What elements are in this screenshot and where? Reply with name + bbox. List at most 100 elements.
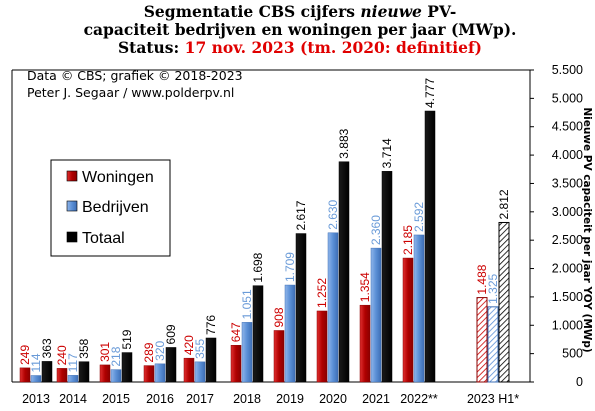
y-tick-label: 500: [562, 347, 583, 361]
data-label-bedrijven: 2.592: [412, 202, 426, 232]
bar-totaal: [78, 361, 90, 383]
bar-bedrijven: [110, 369, 122, 383]
legend-swatch-woningen: [66, 170, 78, 182]
data-label-totaal: 1.698: [251, 252, 265, 282]
y-tick-label: 1.500: [552, 290, 583, 304]
bar-woningen: [273, 330, 285, 383]
bar-bedrijven: [241, 322, 253, 383]
bar-bedrijven: [154, 363, 166, 383]
data-label-bedrijven: 114: [29, 353, 43, 372]
y-tick-label: 3.000: [552, 205, 583, 219]
bar-woningen: [476, 297, 488, 383]
bar-totaal: [252, 285, 264, 383]
bar-totaal: [498, 221, 510, 383]
data-label-totaal: 3.883: [337, 128, 351, 158]
bar-bedrijven: [327, 232, 339, 383]
bar-bedrijven: [487, 306, 499, 383]
legend-swatch-totaal: [66, 231, 78, 243]
y-tick-label: 1.000: [552, 318, 583, 332]
x-tick-label: 2021: [362, 392, 390, 406]
legend-label-bedrijven: Bedrijven: [82, 199, 149, 216]
y-tick-label: 5.000: [552, 91, 583, 105]
data-label-woningen: 1.488: [475, 264, 489, 294]
x-tick-label: 2014: [59, 392, 87, 406]
data-label-totaal: 4.777: [423, 78, 437, 108]
chart-title-line-1: Segmentatie CBS cijfers nieuwe PV-: [144, 2, 457, 21]
bar-bedrijven: [370, 247, 382, 383]
data-label-bedrijven: 355: [193, 339, 207, 359]
data-label-totaal: 3.714: [380, 138, 394, 168]
bar-woningen: [143, 365, 155, 383]
data-label-totaal: 2.617: [294, 200, 308, 230]
data-label-totaal: 2.812: [497, 189, 511, 219]
credit-line-1: Data © CBS; grafiek © 2018-2023: [27, 68, 243, 83]
bar-bedrijven: [67, 375, 79, 383]
data-label-bedrijven: 1.325: [486, 273, 500, 303]
chart-title-line-3: Status: 17 nov. 2023 (tm. 2020: definiti…: [118, 38, 482, 57]
x-tick-label: 2023 H1*: [467, 392, 519, 406]
bar-bedrijven: [413, 234, 425, 383]
credit-line-2: Peter J. Segaar / www.polderpv.nl: [27, 85, 234, 100]
chart-title-line-2: capaciteit bedrijven en woningen per jaa…: [84, 20, 517, 39]
y-axis-ticks: 0 500 1.000 1.500 2.000 2.500 3.000 3.500 4.000 4…: [530, 63, 583, 389]
data-label-woningen: 1.252: [315, 278, 329, 308]
data-label-woningen: 301: [98, 342, 112, 362]
data-label-bedrijven: 2.360: [369, 215, 383, 245]
x-axis-ticks: 2013 2014 2015 2016 2017 2018 2019 2020 2021 2022…: [22, 392, 519, 406]
legend: Woningen Bedrijven Totaal: [50, 159, 171, 257]
x-tick-label: 2022**: [400, 392, 438, 406]
bar-totaal: [121, 352, 133, 383]
data-label-totaal: 363: [40, 338, 54, 358]
data-label-bedrijven: 117: [66, 353, 80, 372]
x-tick-label: 2015: [102, 392, 130, 406]
y-axis-title: Nieuwe PV capaciteit per jaar YOY (MWp): [581, 107, 593, 352]
bar-totaal: [338, 161, 350, 383]
data-label-bedrijven: 1.709: [283, 252, 297, 282]
bar-woningen: [19, 367, 31, 383]
data-label-totaal: 519: [120, 329, 134, 349]
bar-woningen: [183, 357, 195, 383]
legend-label-woningen: Woningen: [82, 169, 154, 186]
bar-woningen: [316, 310, 328, 383]
data-label-totaal: 609: [164, 324, 178, 344]
y-tick-label: 5.500: [552, 63, 583, 77]
y-tick-label: 4.500: [552, 120, 583, 134]
data-label-bedrijven: 1.051: [240, 289, 254, 319]
x-tick-label: 2019: [276, 392, 304, 406]
y-tick-label: 0: [576, 375, 583, 389]
bar-bedrijven: [30, 375, 42, 383]
bar-totaal: [295, 233, 307, 383]
data-label-bedrijven: 320: [153, 340, 167, 360]
bar-bedrijven: [284, 284, 296, 383]
data-label-woningen: 908: [272, 307, 286, 327]
data-label-woningen: 2.185: [401, 225, 415, 255]
data-label-totaal: 358: [77, 338, 91, 358]
legend-swatch-bedrijven: [66, 200, 78, 212]
bar-woningen: [99, 364, 111, 383]
x-tick-label: 2018: [233, 392, 261, 406]
bar-woningen: [230, 345, 242, 383]
bar-totaal: [205, 337, 217, 383]
bars-layer: [19, 110, 510, 383]
data-label-bedrijven: 218: [109, 346, 123, 366]
data-label-bedrijven: 2.630: [326, 199, 340, 229]
data-label-woningen: 240: [55, 345, 69, 365]
x-tick-label: 2013: [22, 392, 50, 406]
data-label-woningen: 647: [229, 322, 243, 342]
y-tick-label: 3.500: [552, 176, 583, 190]
y-tick-label: 4.000: [552, 148, 583, 162]
x-tick-label: 2016: [146, 392, 174, 406]
bar-woningen: [56, 368, 68, 383]
y-tick-label: 2.500: [552, 233, 583, 247]
data-label-woningen: 420: [182, 335, 196, 355]
bar-totaal: [381, 171, 393, 383]
data-label-woningen: 249: [18, 345, 32, 365]
data-label-totaal: 776: [204, 315, 218, 335]
bar-woningen: [359, 304, 371, 383]
legend-label-totaal: Totaal: [82, 230, 125, 247]
bar-woningen: [402, 257, 414, 383]
bar-totaal: [424, 110, 436, 383]
data-label-woningen: 1.354: [358, 272, 372, 302]
